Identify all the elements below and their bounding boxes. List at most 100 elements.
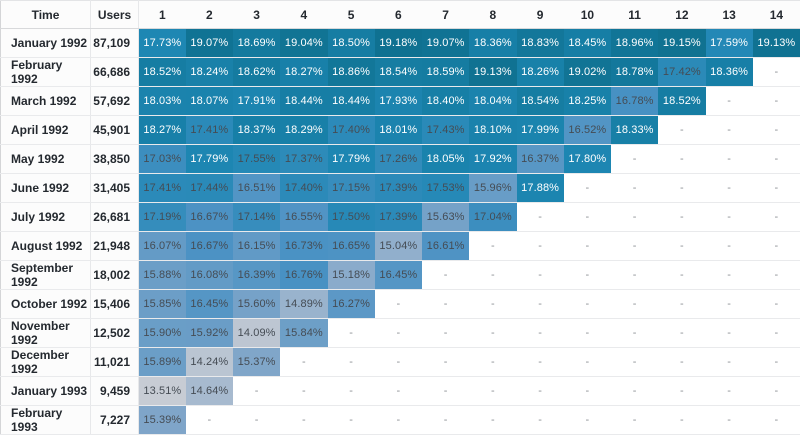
empty-cell: - xyxy=(705,376,753,406)
empty-cell: - xyxy=(752,231,800,261)
empty-cell: - xyxy=(516,260,564,290)
retention-cell: 18.40% xyxy=(422,86,470,116)
retention-cell: 15.63% xyxy=(422,202,470,232)
retention-cell: 19.13% xyxy=(469,57,517,87)
row-label: February 1993 xyxy=(0,405,91,435)
retention-cell: 19.07% xyxy=(185,28,233,58)
empty-cell: - xyxy=(563,260,611,290)
empty-cell: - xyxy=(611,289,659,319)
empty-cell: - xyxy=(705,144,753,174)
empty-cell: - xyxy=(705,231,753,261)
empty-cell: - xyxy=(752,144,800,174)
empty-cell: - xyxy=(516,405,564,435)
retention-cell: 17.15% xyxy=(327,173,375,203)
retention-cell: 16.52% xyxy=(563,115,611,145)
empty-cell: - xyxy=(658,405,706,435)
cohort-row: November 1992 12,502 15.90% 15.92% 14.09% 15.… xyxy=(0,318,800,348)
empty-cell: - xyxy=(658,231,706,261)
row-label: May 1992 xyxy=(0,144,91,174)
cohort-row: May 1992 38,850 17.03% 17.79% 17.55% 17.37% 17… xyxy=(0,144,800,174)
retention-cell: 18.07% xyxy=(185,86,233,116)
retention-cell: 15.85% xyxy=(138,289,186,319)
retention-cell: 17.14% xyxy=(233,202,281,232)
retention-cell: 18.26% xyxy=(516,57,564,87)
retention-cell: 17.80% xyxy=(563,144,611,174)
row-label: January 1992 xyxy=(0,28,91,58)
retention-cell: 18.05% xyxy=(422,144,470,174)
cohort-row: July 1992 26,681 17.19% 16.67% 17.14% 16.55% 1… xyxy=(0,202,800,232)
empty-cell: - xyxy=(563,173,611,203)
cohort-row: October 1992 15,406 15.85% 16.45% 15.60% 14.8… xyxy=(0,289,800,319)
row-label: October 1992 xyxy=(0,289,91,319)
retention-cell: 14.64% xyxy=(185,376,233,406)
empty-cell: - xyxy=(563,289,611,319)
users-count: 87,109 xyxy=(90,28,139,58)
row-label: August 1992 xyxy=(0,231,91,261)
empty-cell: - xyxy=(752,289,800,319)
users-count: 26,681 xyxy=(90,202,139,232)
empty-cell: - xyxy=(422,260,470,290)
users-count: 11,021 xyxy=(90,347,139,377)
cohort-row: April 1992 45,901 18.27% 17.41% 18.37% 18.29%… xyxy=(0,115,800,145)
retention-cell: 17.92% xyxy=(469,144,517,174)
retention-cell: 18.36% xyxy=(469,28,517,58)
retention-cell: 17.03% xyxy=(138,144,186,174)
retention-cell: 17.42% xyxy=(658,57,706,87)
retention-cell: 18.03% xyxy=(138,86,186,116)
retention-cell: 18.69% xyxy=(233,28,281,58)
retention-cell: 18.62% xyxy=(233,57,281,87)
retention-cell: 16.67% xyxy=(185,202,233,232)
retention-cell: 18.50% xyxy=(327,28,375,58)
retention-cell: 18.86% xyxy=(327,57,375,87)
retention-cell: 17.39% xyxy=(374,173,422,203)
retention-cell: 15.96% xyxy=(469,173,517,203)
users-count: 57,692 xyxy=(90,86,139,116)
empty-cell: - xyxy=(611,144,659,174)
retention-cell: 18.78% xyxy=(611,57,659,87)
retention-cell: 15.39% xyxy=(138,405,186,435)
empty-cell: - xyxy=(374,405,422,435)
users-count: 21,948 xyxy=(90,231,139,261)
retention-cell: 16.78% xyxy=(611,86,659,116)
users-count: 15,406 xyxy=(90,289,139,319)
empty-cell: - xyxy=(658,115,706,145)
retention-cell: 18.96% xyxy=(611,28,659,58)
empty-cell: - xyxy=(611,405,659,435)
cohort-row: February 1992 66,686 18.52% 18.24% 18.62% 18.… xyxy=(0,57,800,87)
retention-cell: 17.99% xyxy=(516,115,564,145)
retention-cell: 17.41% xyxy=(185,115,233,145)
column-header-period-2: 2 xyxy=(185,0,233,29)
empty-cell: - xyxy=(516,318,564,348)
column-header-period-14: 14 xyxy=(752,0,800,29)
cohort-row: September 1992 18,002 15.88% 16.08% 16.39% 16… xyxy=(0,260,800,290)
empty-cell: - xyxy=(233,376,281,406)
row-label: June 1992 xyxy=(0,173,91,203)
retention-cell: 17.93% xyxy=(374,86,422,116)
empty-cell: - xyxy=(516,376,564,406)
column-header-period-4: 4 xyxy=(280,0,328,29)
retention-cell: 16.08% xyxy=(185,260,233,290)
empty-cell: - xyxy=(705,347,753,377)
empty-cell: - xyxy=(280,376,328,406)
row-label: January 1993 xyxy=(0,376,91,406)
header-row: Time Users 1 2 3 4 5 6 7 8 9 10 11 12 13 14 xyxy=(0,0,800,29)
retention-cell: 15.89% xyxy=(138,347,186,377)
retention-cell: 18.54% xyxy=(516,86,564,116)
empty-cell: - xyxy=(374,289,422,319)
column-header-period-7: 7 xyxy=(422,0,470,29)
row-label: April 1992 xyxy=(0,115,91,145)
empty-cell: - xyxy=(516,347,564,377)
empty-cell: - xyxy=(705,260,753,290)
empty-cell: - xyxy=(611,260,659,290)
empty-cell: - xyxy=(752,347,800,377)
empty-cell: - xyxy=(185,405,233,435)
retention-cell: 16.45% xyxy=(185,289,233,319)
empty-cell: - xyxy=(563,231,611,261)
retention-cell: 19.15% xyxy=(658,28,706,58)
retention-cell: 15.84% xyxy=(280,318,328,348)
column-header-period-11: 11 xyxy=(611,0,659,29)
column-header-period-1: 1 xyxy=(138,0,186,29)
retention-cell: 16.37% xyxy=(516,144,564,174)
retention-cell: 16.67% xyxy=(185,231,233,261)
